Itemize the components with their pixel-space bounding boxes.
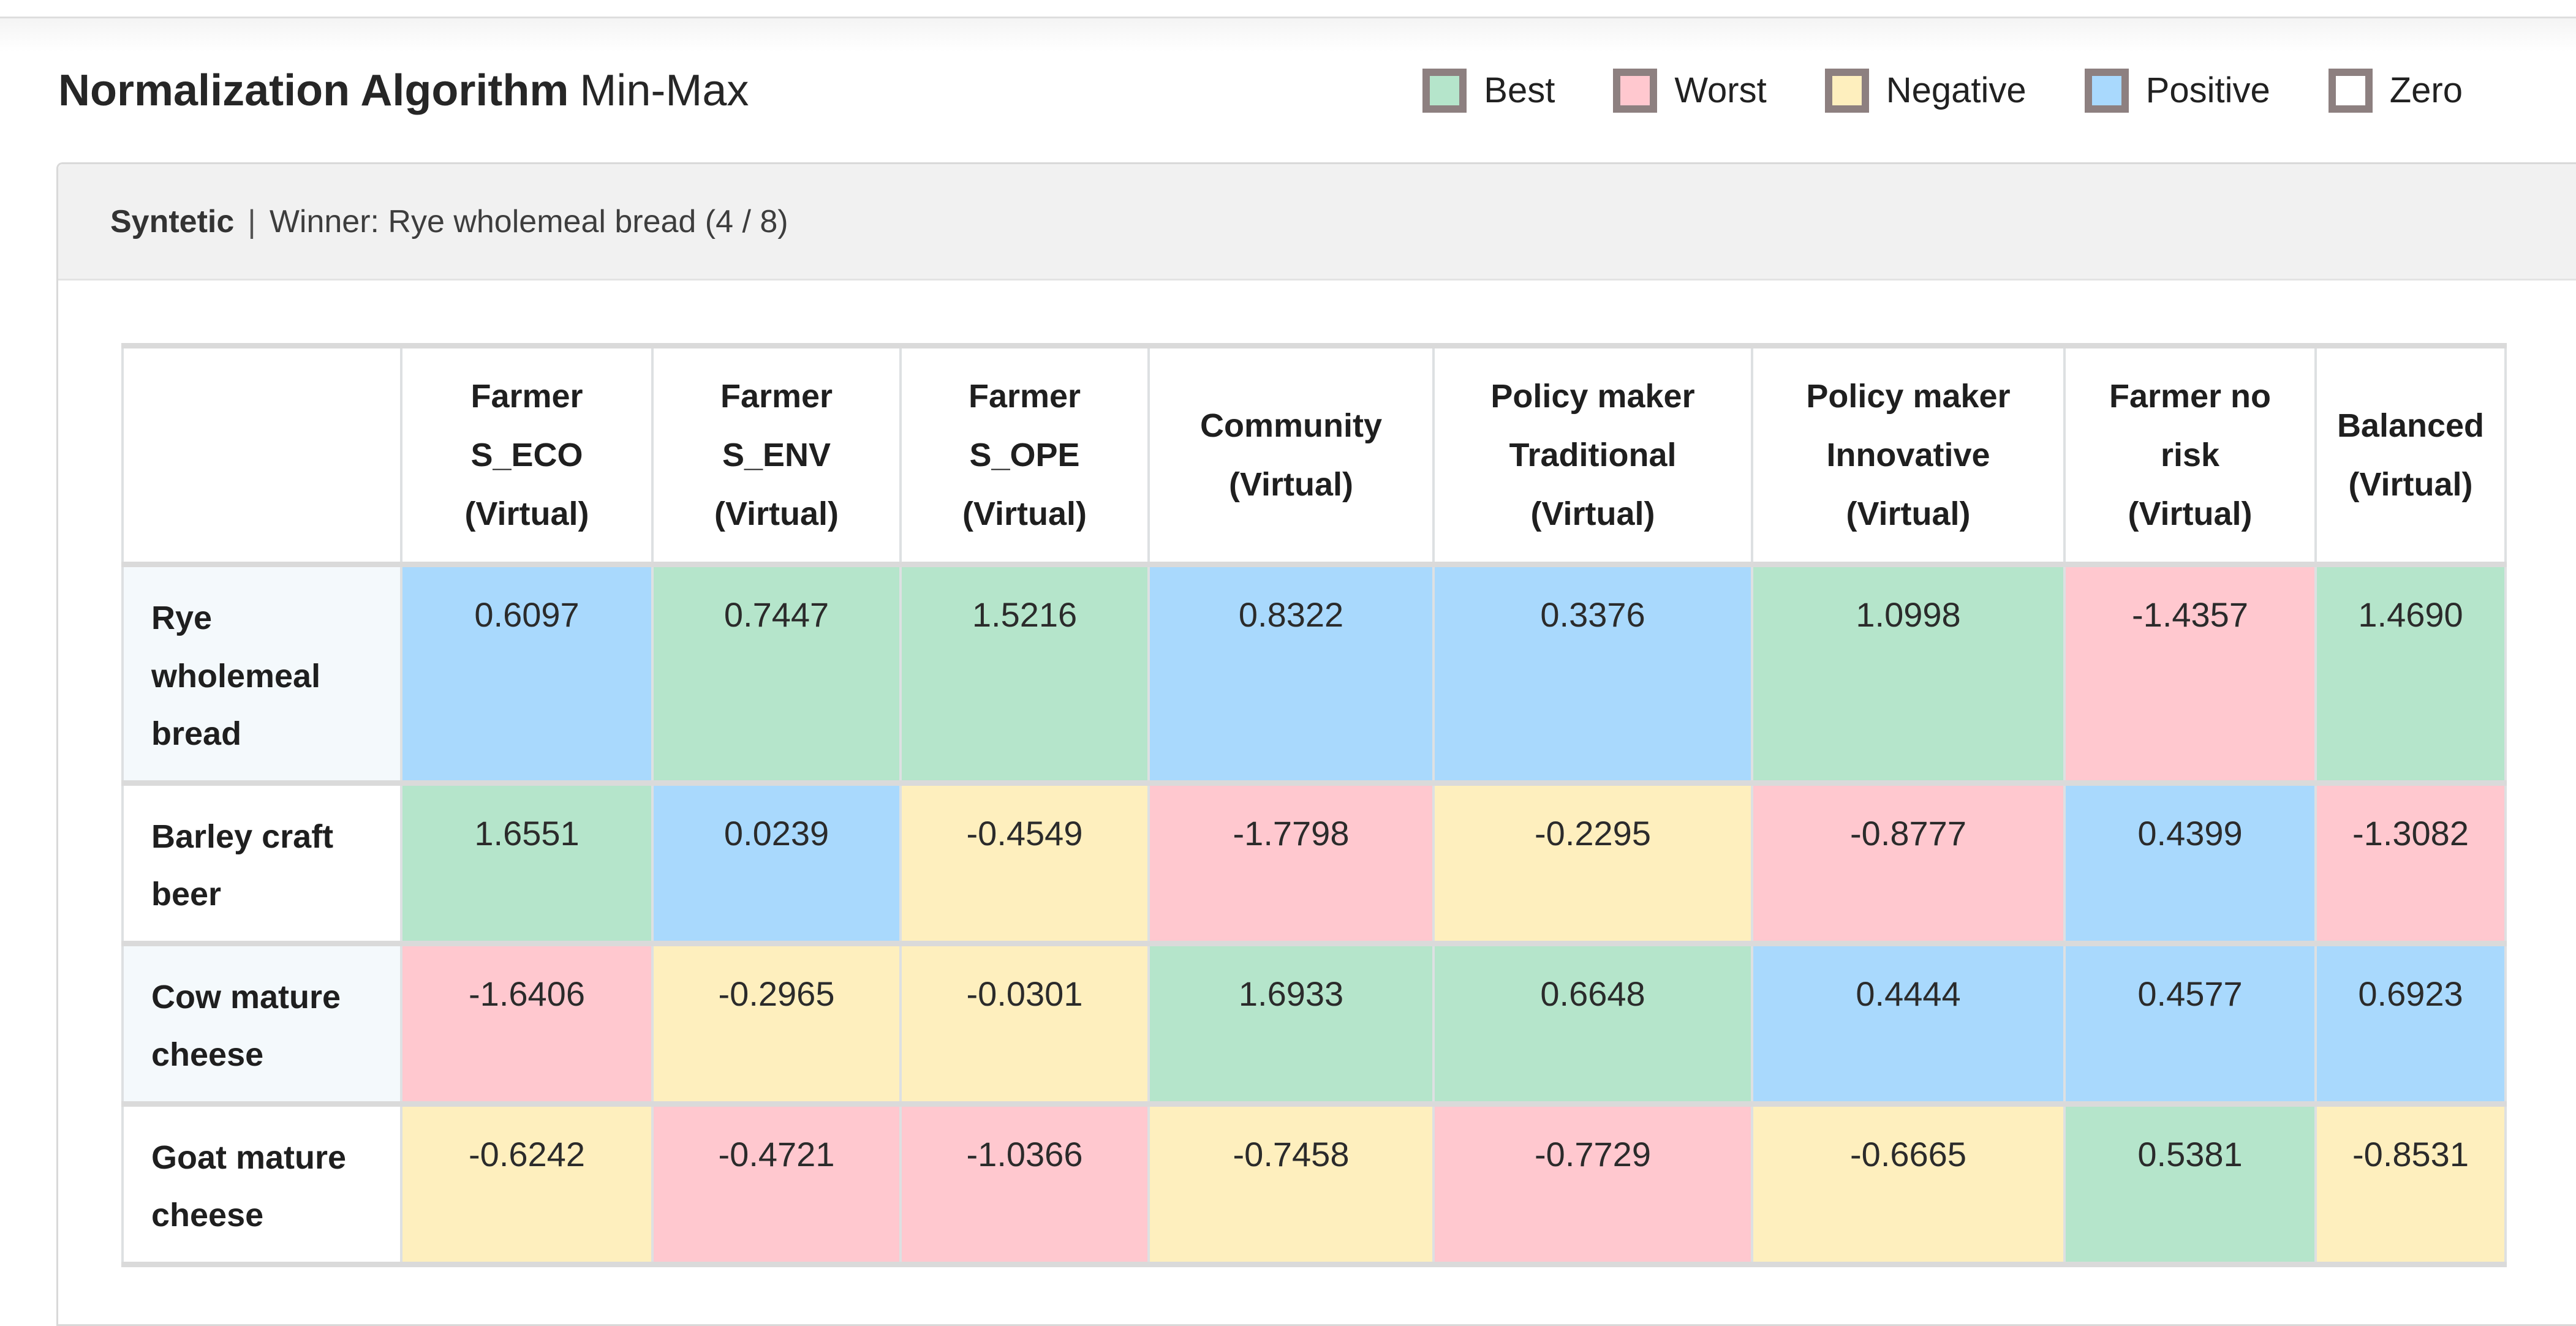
value-cell: 0.6648 bbox=[1432, 940, 1753, 1107]
table-row: Cow mature cheese -1.6406 -0.2965 -0.030… bbox=[121, 940, 2507, 1107]
value-cell: -0.6665 bbox=[1751, 1101, 2066, 1267]
column-header-farmer-s-ope: Farmer S_OPE (Virtual) bbox=[899, 342, 1150, 568]
value-cell: 1.5216 bbox=[899, 562, 1150, 786]
legend-swatch-worst bbox=[1613, 68, 1658, 113]
legend-swatch-zero bbox=[2328, 68, 2373, 113]
column-header-farmer-no-risk: Farmer no risk (Virtual) bbox=[2063, 342, 2317, 568]
column-header-farmer-s-eco: Farmer S_ECO (Virtual) bbox=[400, 342, 654, 568]
value-cell: 1.4690 bbox=[2314, 562, 2507, 786]
value-cell: -1.7798 bbox=[1147, 780, 1435, 946]
row-label: Rye wholemeal bread bbox=[121, 562, 402, 786]
legend-swatch-negative bbox=[1824, 68, 1869, 113]
column-header-community: Community (Virtual) bbox=[1147, 342, 1435, 568]
row-label: Goat mature cheese bbox=[121, 1101, 402, 1267]
value-cell: 0.8322 bbox=[1147, 562, 1435, 786]
corner-header-cell bbox=[121, 342, 402, 568]
value-cell: -1.4357 bbox=[2063, 562, 2317, 786]
top-divider bbox=[0, 0, 2576, 18]
value-cell: -0.7729 bbox=[1432, 1101, 1753, 1267]
value-cell: -0.2965 bbox=[651, 940, 902, 1107]
value-cell: -1.3082 bbox=[2314, 780, 2507, 946]
legend-swatch-best bbox=[1422, 68, 1467, 113]
column-header-policy-maker-innovative: Policy maker Innovative (Virtual) bbox=[1751, 342, 2066, 568]
syntetic-panel: Syntetic | Winner: Rye wholemeal bread (… bbox=[56, 162, 2576, 1326]
value-cell: -0.0301 bbox=[899, 940, 1150, 1107]
table-row: Barley craft beer 1.6551 0.0239 -0.4549 … bbox=[121, 780, 2507, 946]
panel-separator: | bbox=[247, 203, 256, 239]
value-cell: 1.6551 bbox=[400, 780, 654, 946]
value-cell: 0.4444 bbox=[1751, 940, 2066, 1107]
legend-label-positive: Positive bbox=[2145, 70, 2270, 110]
winner-text: Winner: Rye wholemeal bread (4 / 8) bbox=[269, 203, 788, 239]
value-cell: -1.0366 bbox=[899, 1101, 1150, 1267]
value-cell: 0.7447 bbox=[651, 562, 902, 786]
column-header-farmer-s-env: Farmer S_ENV (Virtual) bbox=[651, 342, 902, 568]
panel-name: Syntetic bbox=[110, 203, 235, 239]
value-cell: -1.6406 bbox=[400, 940, 654, 1107]
value-cell: 0.4577 bbox=[2063, 940, 2317, 1107]
column-header-balanced: Balanced (Virtual) bbox=[2314, 342, 2507, 568]
value-cell: 1.0998 bbox=[1751, 562, 2066, 786]
column-header-policy-maker-traditional: Policy maker Traditional (Virtual) bbox=[1432, 342, 1753, 568]
normalization-matrix-table: Farmer S_ECO (Virtual) Farmer S_ENV (Vir… bbox=[121, 342, 2507, 1267]
row-label: Cow mature cheese bbox=[121, 940, 402, 1107]
legend-label-zero: Zero bbox=[2389, 70, 2463, 110]
legend-item-worst: Worst bbox=[1613, 68, 1767, 113]
legend-item-zero: Zero bbox=[2328, 68, 2463, 113]
panel-body: Farmer S_ECO (Virtual) Farmer S_ENV (Vir… bbox=[58, 281, 2576, 1267]
legend-item-negative: Negative bbox=[1824, 68, 2026, 113]
legend-label-worst: Worst bbox=[1674, 70, 1767, 110]
table-row: Rye wholemeal bread 0.6097 0.7447 1.5216… bbox=[121, 562, 2507, 786]
value-cell: 0.3376 bbox=[1432, 562, 1753, 786]
page-title-bold: Normalization Algorithm bbox=[58, 66, 569, 115]
value-cell: -0.4549 bbox=[899, 780, 1150, 946]
value-cell: 0.6097 bbox=[400, 562, 654, 786]
page-title-algorithm-name: Min-Max bbox=[580, 66, 749, 115]
value-cell: 0.5381 bbox=[2063, 1101, 2317, 1267]
value-cell: 0.6923 bbox=[2314, 940, 2507, 1107]
color-legend: Best Worst Negative Positive Zero bbox=[1422, 68, 2463, 113]
value-cell: 0.0239 bbox=[651, 780, 902, 946]
value-cell: -0.8777 bbox=[1751, 780, 2066, 946]
legend-item-positive: Positive bbox=[2084, 68, 2270, 113]
row-label: Barley craft beer bbox=[121, 780, 402, 946]
legend-label-negative: Negative bbox=[1886, 70, 2026, 110]
value-cell: -0.6242 bbox=[400, 1101, 654, 1267]
table-header-row: Farmer S_ECO (Virtual) Farmer S_ENV (Vir… bbox=[121, 342, 2507, 568]
legend-label-best: Best bbox=[1484, 70, 1555, 110]
value-cell: -0.4721 bbox=[651, 1101, 902, 1267]
table-row: Goat mature cheese -0.6242 -0.4721 -1.03… bbox=[121, 1101, 2507, 1267]
value-cell: -0.7458 bbox=[1147, 1101, 1435, 1267]
syntetic-panel-header[interactable]: Syntetic | Winner: Rye wholemeal bread (… bbox=[58, 164, 2576, 281]
legend-swatch-positive bbox=[2084, 68, 2129, 113]
value-cell: -0.2295 bbox=[1432, 780, 1753, 946]
value-cell: 0.4399 bbox=[2063, 780, 2317, 946]
legend-item-best: Best bbox=[1422, 68, 1555, 113]
value-cell: 1.6933 bbox=[1147, 940, 1435, 1107]
page-title: Normalization Algorithm Min-Max bbox=[58, 66, 749, 116]
page-header: Normalization Algorithm Min-Max Best Wors… bbox=[0, 18, 2576, 162]
value-cell: -0.8531 bbox=[2314, 1101, 2507, 1267]
